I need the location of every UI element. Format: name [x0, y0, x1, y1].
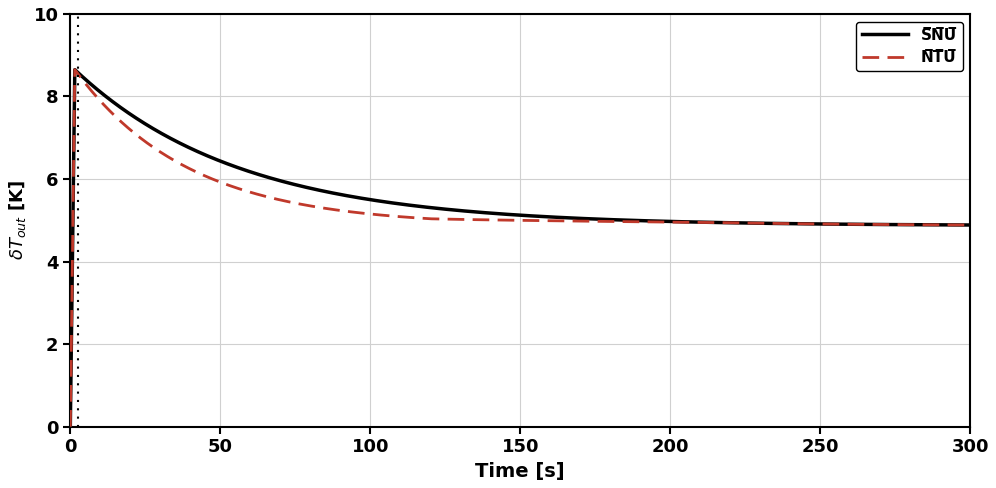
X-axis label: Time [s]: Time [s]: [475, 462, 565, 481]
Y-axis label: $\delta T_{out}$ [K]: $\delta T_{out}$ [K]: [7, 180, 28, 261]
Legend: S̅N̅U̅, N̅T̅U̅: S̅N̅U̅, N̅T̅U̅: [857, 21, 963, 71]
